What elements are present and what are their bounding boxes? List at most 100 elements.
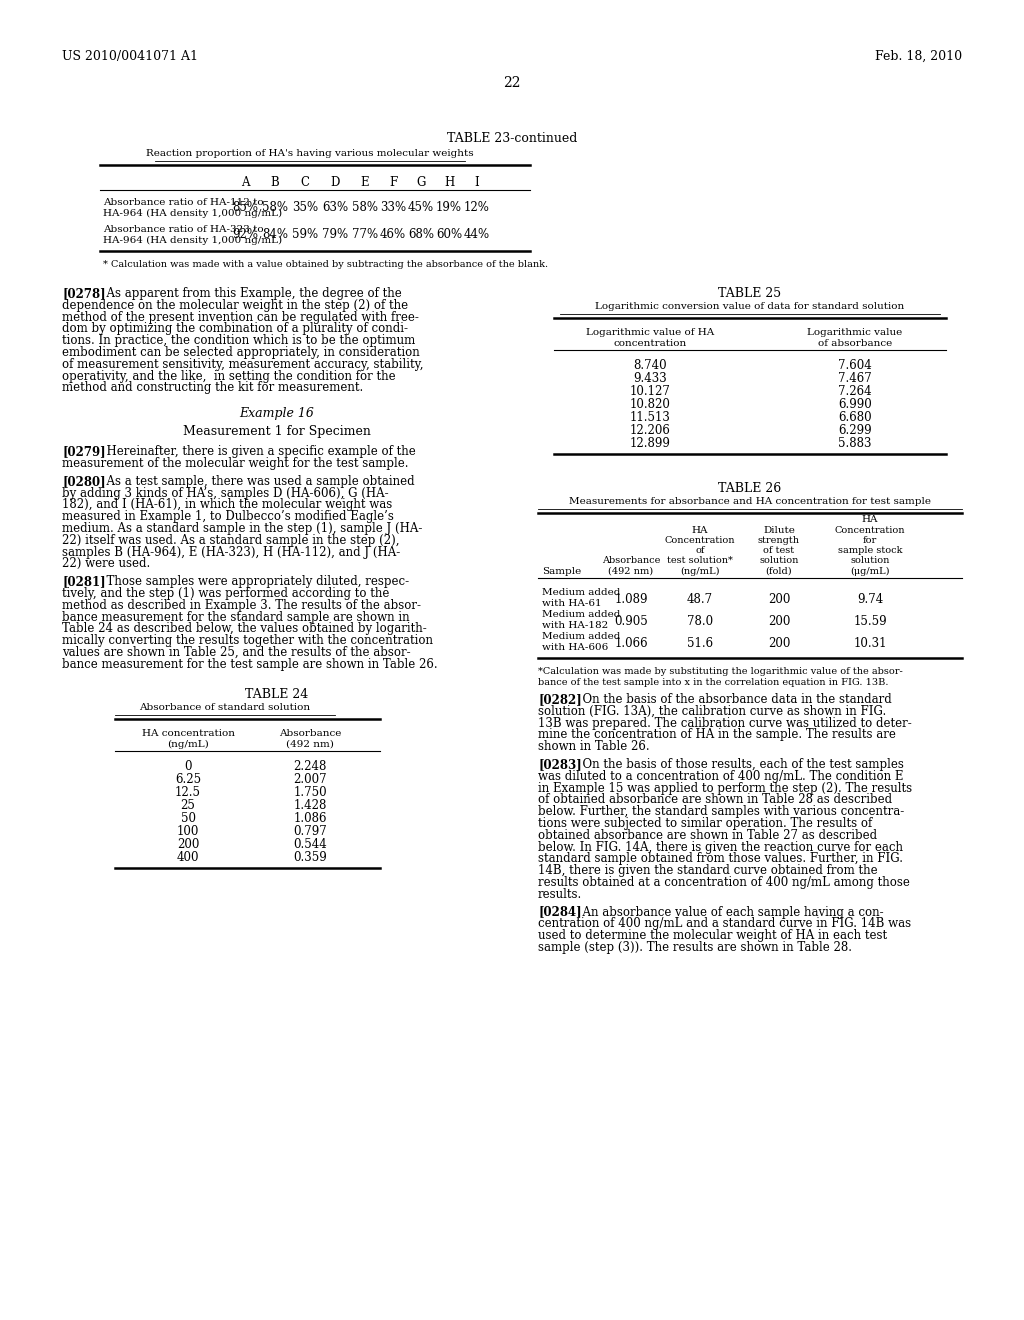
Text: Absorbance ratio of HA-112 to: Absorbance ratio of HA-112 to bbox=[103, 198, 263, 207]
Text: results obtained at a concentration of 400 ng/mL among those: results obtained at a concentration of 4… bbox=[538, 876, 910, 888]
Text: (μg/mL): (μg/mL) bbox=[850, 568, 890, 576]
Text: As apparent from this Example, the degree of the: As apparent from this Example, the degre… bbox=[99, 286, 401, 300]
Text: standard sample obtained from those values. Further, in FIG.: standard sample obtained from those valu… bbox=[538, 853, 903, 866]
Text: 9.74: 9.74 bbox=[857, 593, 883, 606]
Text: 33%: 33% bbox=[380, 201, 407, 214]
Text: 35%: 35% bbox=[292, 201, 318, 214]
Text: 79%: 79% bbox=[322, 228, 348, 242]
Text: 6.990: 6.990 bbox=[838, 399, 871, 411]
Text: bance of the test sample into x in the correlation equation in FIG. 13B.: bance of the test sample into x in the c… bbox=[538, 678, 889, 686]
Text: 7.604: 7.604 bbox=[838, 359, 871, 372]
Text: bance measurement for the standard sample are shown in: bance measurement for the standard sampl… bbox=[62, 611, 410, 623]
Text: method and constructing the kit for measurement.: method and constructing the kit for meas… bbox=[62, 381, 364, 395]
Text: 0.797: 0.797 bbox=[293, 825, 327, 838]
Text: TABLE 25: TABLE 25 bbox=[719, 286, 781, 300]
Text: 200: 200 bbox=[177, 838, 200, 850]
Text: 200: 200 bbox=[768, 615, 791, 628]
Text: HA: HA bbox=[692, 525, 709, 535]
Text: Absorbance ratio of HA-323 to: Absorbance ratio of HA-323 to bbox=[103, 224, 263, 234]
Text: 11.513: 11.513 bbox=[630, 411, 671, 424]
Text: Medium added: Medium added bbox=[542, 610, 621, 619]
Text: operativity, and the like,  in setting the condition for the: operativity, and the like, in setting th… bbox=[62, 370, 395, 383]
Text: 22) were used.: 22) were used. bbox=[62, 557, 151, 570]
Text: [0283]: [0283] bbox=[538, 758, 582, 771]
Text: dom by optimizing the combination of a plurality of condi-: dom by optimizing the combination of a p… bbox=[62, 322, 408, 335]
Text: 6.680: 6.680 bbox=[839, 411, 871, 424]
Text: Table 24 as described below, the values obtained by logarith-: Table 24 as described below, the values … bbox=[62, 623, 427, 635]
Text: (492 nm): (492 nm) bbox=[608, 568, 653, 576]
Text: 200: 200 bbox=[768, 638, 791, 649]
Text: of measurement sensitivity, measurement accuracy, stability,: of measurement sensitivity, measurement … bbox=[62, 358, 424, 371]
Text: [0278]: [0278] bbox=[62, 286, 105, 300]
Text: tions. In practice, the condition which is to be the optimum: tions. In practice, the condition which … bbox=[62, 334, 416, 347]
Text: shown in Table 26.: shown in Table 26. bbox=[538, 741, 649, 754]
Text: HA concentration: HA concentration bbox=[141, 729, 234, 738]
Text: embodiment can be selected appropriately, in consideration: embodiment can be selected appropriately… bbox=[62, 346, 420, 359]
Text: 5.883: 5.883 bbox=[839, 437, 871, 450]
Text: 1.086: 1.086 bbox=[293, 812, 327, 825]
Text: On the basis of the absorbance data in the standard: On the basis of the absorbance data in t… bbox=[575, 693, 892, 706]
Text: B: B bbox=[270, 176, 280, 189]
Text: 44%: 44% bbox=[464, 228, 490, 242]
Text: 51.6: 51.6 bbox=[687, 638, 713, 649]
Text: Those samples were appropriately diluted, respec-: Those samples were appropriately diluted… bbox=[99, 576, 410, 589]
Text: H: H bbox=[443, 176, 454, 189]
Text: solution: solution bbox=[850, 556, 890, 565]
Text: 0: 0 bbox=[184, 759, 191, 772]
Text: 59%: 59% bbox=[292, 228, 318, 242]
Text: sample (step (3)). The results are shown in Table 28.: sample (step (3)). The results are shown… bbox=[538, 941, 852, 954]
Text: On the basis of those results, each of the test samples: On the basis of those results, each of t… bbox=[575, 758, 904, 771]
Text: 9.433: 9.433 bbox=[633, 372, 667, 385]
Text: method as described in Example 3. The results of the absor-: method as described in Example 3. The re… bbox=[62, 599, 421, 611]
Text: method of the present invention can be regulated with free-: method of the present invention can be r… bbox=[62, 310, 419, 323]
Text: 78.0: 78.0 bbox=[687, 615, 713, 628]
Text: (fold): (fold) bbox=[766, 568, 793, 576]
Text: 13B was prepared. The calibration curve was utilized to deter-: 13B was prepared. The calibration curve … bbox=[538, 717, 911, 730]
Text: [0280]: [0280] bbox=[62, 475, 105, 488]
Text: I: I bbox=[475, 176, 479, 189]
Text: [0282]: [0282] bbox=[538, 693, 582, 706]
Text: medium. As a standard sample in the step (1), sample J (HA-: medium. As a standard sample in the step… bbox=[62, 521, 422, 535]
Text: 7.467: 7.467 bbox=[838, 372, 871, 385]
Text: 46%: 46% bbox=[380, 228, 407, 242]
Text: Measurement 1 for Specimen: Measurement 1 for Specimen bbox=[183, 425, 371, 438]
Text: with HA-61: with HA-61 bbox=[542, 599, 602, 609]
Text: 63%: 63% bbox=[322, 201, 348, 214]
Text: sample stock: sample stock bbox=[838, 546, 902, 554]
Text: 0.544: 0.544 bbox=[293, 838, 327, 850]
Text: Logarithmic conversion value of data for standard solution: Logarithmic conversion value of data for… bbox=[595, 302, 904, 312]
Text: US 2010/0041071 A1: US 2010/0041071 A1 bbox=[62, 50, 198, 63]
Text: Absorbance: Absorbance bbox=[602, 556, 660, 565]
Text: 10.31: 10.31 bbox=[853, 638, 887, 649]
Text: 2.007: 2.007 bbox=[293, 772, 327, 785]
Text: (ng/mL): (ng/mL) bbox=[680, 568, 720, 576]
Text: Medium added: Medium added bbox=[542, 632, 621, 642]
Text: 22: 22 bbox=[503, 77, 521, 90]
Text: with HA-606: with HA-606 bbox=[542, 643, 608, 652]
Text: E: E bbox=[360, 176, 370, 189]
Text: Hereinafter, there is given a specific example of the: Hereinafter, there is given a specific e… bbox=[99, 445, 416, 458]
Text: F: F bbox=[389, 176, 397, 189]
Text: HA: HA bbox=[862, 515, 879, 524]
Text: 8.740: 8.740 bbox=[633, 359, 667, 372]
Text: Sample: Sample bbox=[542, 568, 582, 576]
Text: 0.359: 0.359 bbox=[293, 850, 327, 863]
Text: 12.206: 12.206 bbox=[630, 424, 671, 437]
Text: 182), and I (HA-61), in which the molecular weight was: 182), and I (HA-61), in which the molecu… bbox=[62, 499, 392, 511]
Text: * Calculation was made with a value obtained by subtracting the absorbance of th: * Calculation was made with a value obta… bbox=[103, 260, 548, 269]
Text: 1.428: 1.428 bbox=[293, 799, 327, 812]
Text: 45%: 45% bbox=[408, 201, 434, 214]
Text: [0284]: [0284] bbox=[538, 906, 582, 919]
Text: 1.750: 1.750 bbox=[293, 785, 327, 799]
Text: was diluted to a concentration of 400 ng/mL. The condition E: was diluted to a concentration of 400 ng… bbox=[538, 770, 903, 783]
Text: of: of bbox=[695, 546, 705, 554]
Text: centration of 400 ng/mL and a standard curve in FIG. 14B was: centration of 400 ng/mL and a standard c… bbox=[538, 917, 911, 931]
Text: 58%: 58% bbox=[262, 201, 288, 214]
Text: tions were subjected to similar operation. The results of: tions were subjected to similar operatio… bbox=[538, 817, 872, 830]
Text: Dilute: Dilute bbox=[763, 525, 795, 535]
Text: G: G bbox=[417, 176, 426, 189]
Text: 10.127: 10.127 bbox=[630, 385, 671, 399]
Text: 200: 200 bbox=[768, 593, 791, 606]
Text: of obtained absorbance are shown in Table 28 as described: of obtained absorbance are shown in Tabl… bbox=[538, 793, 892, 807]
Text: Logarithmic value: Logarithmic value bbox=[807, 327, 902, 337]
